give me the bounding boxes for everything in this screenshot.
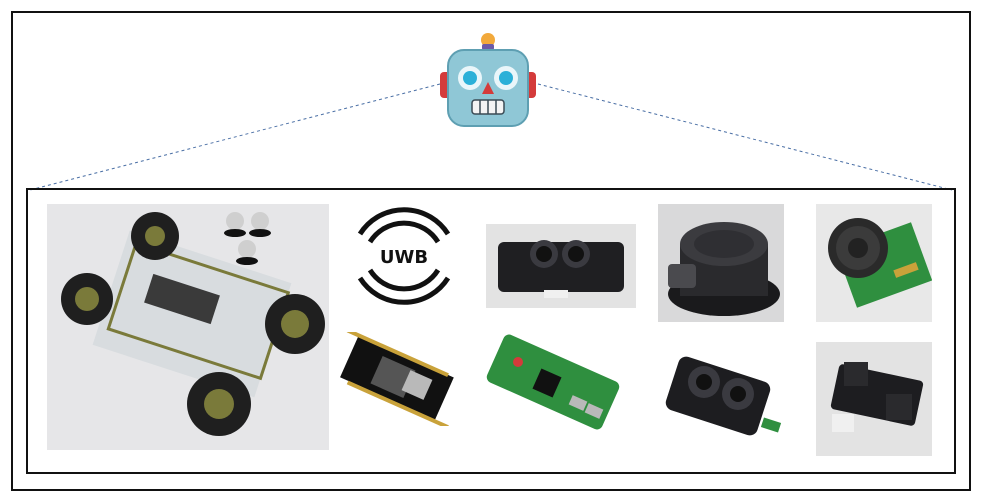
connector-line-right bbox=[537, 83, 953, 191]
ultrasonic-sensor-photo bbox=[816, 204, 932, 322]
tof-distance-sensor-photo bbox=[486, 224, 636, 308]
raspberry-pi-zero-photo bbox=[474, 334, 628, 432]
connector-line-left bbox=[29, 83, 441, 191]
uwb-logo: UWB bbox=[352, 204, 456, 308]
outer-frame bbox=[11, 11, 971, 491]
tof-sensor-module-photo bbox=[656, 346, 788, 454]
robot-icon bbox=[440, 33, 536, 127]
ir-distance-sensor-photo bbox=[816, 342, 932, 456]
uwb-label: UWB bbox=[380, 247, 428, 268]
rc-car-chassis-photo bbox=[47, 204, 329, 450]
lidar-unit-photo bbox=[658, 204, 784, 322]
mocap-markers bbox=[224, 212, 271, 265]
esp32-board-photo bbox=[335, 332, 457, 426]
components-frame bbox=[26, 188, 956, 474]
